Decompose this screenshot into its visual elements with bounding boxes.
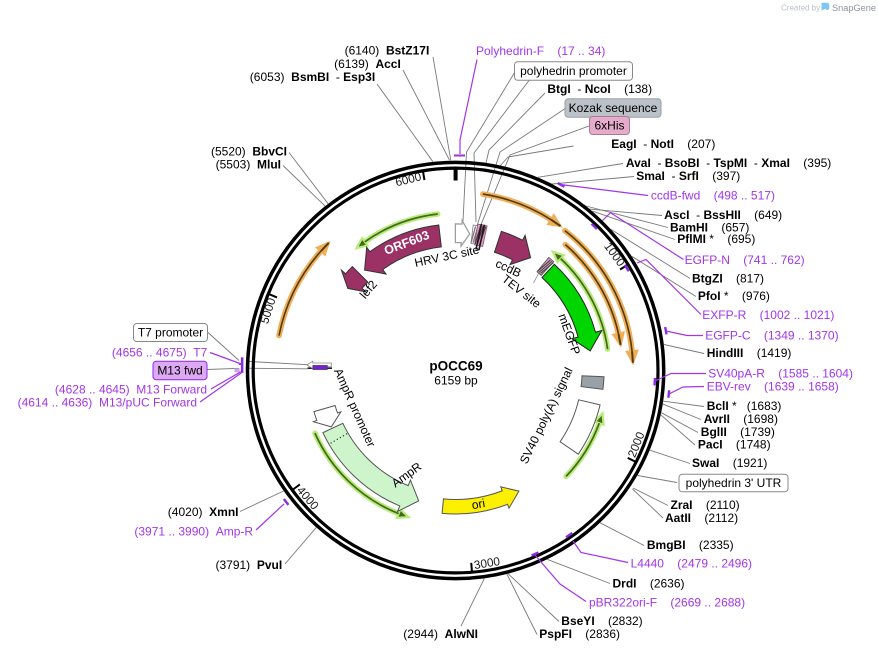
svg-text:(3791) PvuI: (3791) PvuI [215,558,282,572]
svg-text:6xHis: 6xHis [594,119,624,133]
svg-text:EagI - NotI (207): EagI - NotI (207) [611,137,715,151]
svg-text:L4440 (2479 .. 2496): L4440 (2479 .. 2496) [631,557,752,571]
svg-text:EBV-rev (1639 .. 1658): EBV-rev (1639 .. 1658) [707,380,839,394]
svg-text:SmaI - SrfI (397): SmaI - SrfI (397) [636,169,740,183]
svg-text:Kozak sequence: Kozak sequence [569,101,658,115]
svg-text:(5520) BbvCI: (5520) BbvCI [211,145,287,159]
svg-text:EXFP-R (1002 .. 1021): EXFP-R (1002 .. 1021) [702,308,834,322]
svg-text:SV40pA-R (1585 .. 1604): SV40pA-R (1585 .. 1604) [708,367,853,381]
svg-text:Polyhedrin-F (17 .. 34): Polyhedrin-F (17 .. 34) [476,44,605,58]
svg-text:EGFP-N (741 .. 762): EGFP-N (741 .. 762) [685,253,805,267]
svg-text:ccdB-fwd (498 .. 517): ccdB-fwd (498 .. 517) [651,189,775,203]
svg-text:ori: ori [471,496,487,512]
svg-text:PflMI * (695): PflMI * (695) [677,232,755,246]
svg-text:BmgBI (2335): BmgBI (2335) [647,538,734,552]
svg-text:T7 promoter: T7 promoter [138,326,203,340]
svg-text:(4020) XmnI: (4020) XmnI [168,505,239,519]
svg-text:AvrII (1698): AvrII (1698) [704,412,778,426]
svg-text:BseYI (2832): BseYI (2832) [561,614,642,628]
svg-text:pBR322ori-F (2669 .. 2688): pBR322ori-F (2669 .. 2688) [589,596,745,610]
svg-text:HindIII (1419): HindIII (1419) [707,346,792,360]
svg-text:SwaI (1921): SwaI (1921) [692,456,767,470]
svg-text:PspFI (2836): PspFI (2836) [539,627,620,641]
svg-text:(4614 .. 4636) M13/pUC Forwar: (4614 .. 4636) M13/pUC Forward [18,396,197,410]
svg-text:(4656 .. 4675) T7: (4656 .. 4675) T7 [112,346,208,360]
svg-text:polyhedrin 3' UTR: polyhedrin 3' UTR [686,476,782,490]
svg-text:EGFP-C (1349 .. 1370): EGFP-C (1349 .. 1370) [705,329,838,343]
svg-text:AscI - BssHII (649): AscI - BssHII (649) [664,208,782,222]
svg-text:(6139) AccI: (6139) AccI [334,57,401,71]
svg-text:SnapGene: SnapGene [832,3,876,13]
svg-text:(3971 .. 3990) Amp-R: (3971 .. 3990) Amp-R [134,525,253,539]
svg-text:pOCC69: pOCC69 [429,359,482,374]
svg-text:AvaI - BsoBI - TspMI - XmaI: AvaI - BsoBI - TspMI - XmaI (395) [626,156,831,170]
svg-text:M13 fwd: M13 fwd [157,364,202,378]
svg-text:(6140) BstZ17I: (6140) BstZ17I [345,44,430,58]
svg-text:3000: 3000 [473,554,502,572]
svg-text:(2944) AlwNI: (2944) AlwNI [403,627,478,641]
svg-text:DrdI (2636): DrdI (2636) [613,577,685,591]
svg-text:BtgI - NcoI (138): BtgI - NcoI (138) [547,82,652,96]
svg-text:6159 bp: 6159 bp [434,374,478,388]
svg-text:BamHI (657): BamHI (657) [670,221,749,235]
svg-text:(6053) BsmBI - Esp3I: (6053) BsmBI - Esp3I [250,70,375,84]
svg-text:BtgZI (817): BtgZI (817) [692,272,764,286]
svg-text:PfoI * (976): PfoI * (976) [698,289,770,303]
svg-text:Created by: Created by [781,4,820,13]
svg-text:polyhedrin promoter: polyhedrin promoter [520,64,627,78]
svg-text:PacI (1748): PacI (1748) [698,438,771,452]
svg-text:6000: 6000 [394,169,423,189]
svg-text:BglII (1739): BglII (1739) [701,425,775,439]
svg-text:(4628 .. 4645) M13 Forward: (4628 .. 4645) M13 Forward [55,383,207,397]
svg-text:BclI * (1683): BclI * (1683) [707,399,782,413]
svg-text:(5503) MluI: (5503) MluI [216,158,281,172]
svg-text:AatII (2112): AatII (2112) [665,511,738,525]
svg-text:ZraI (2110): ZraI (2110) [671,498,740,512]
